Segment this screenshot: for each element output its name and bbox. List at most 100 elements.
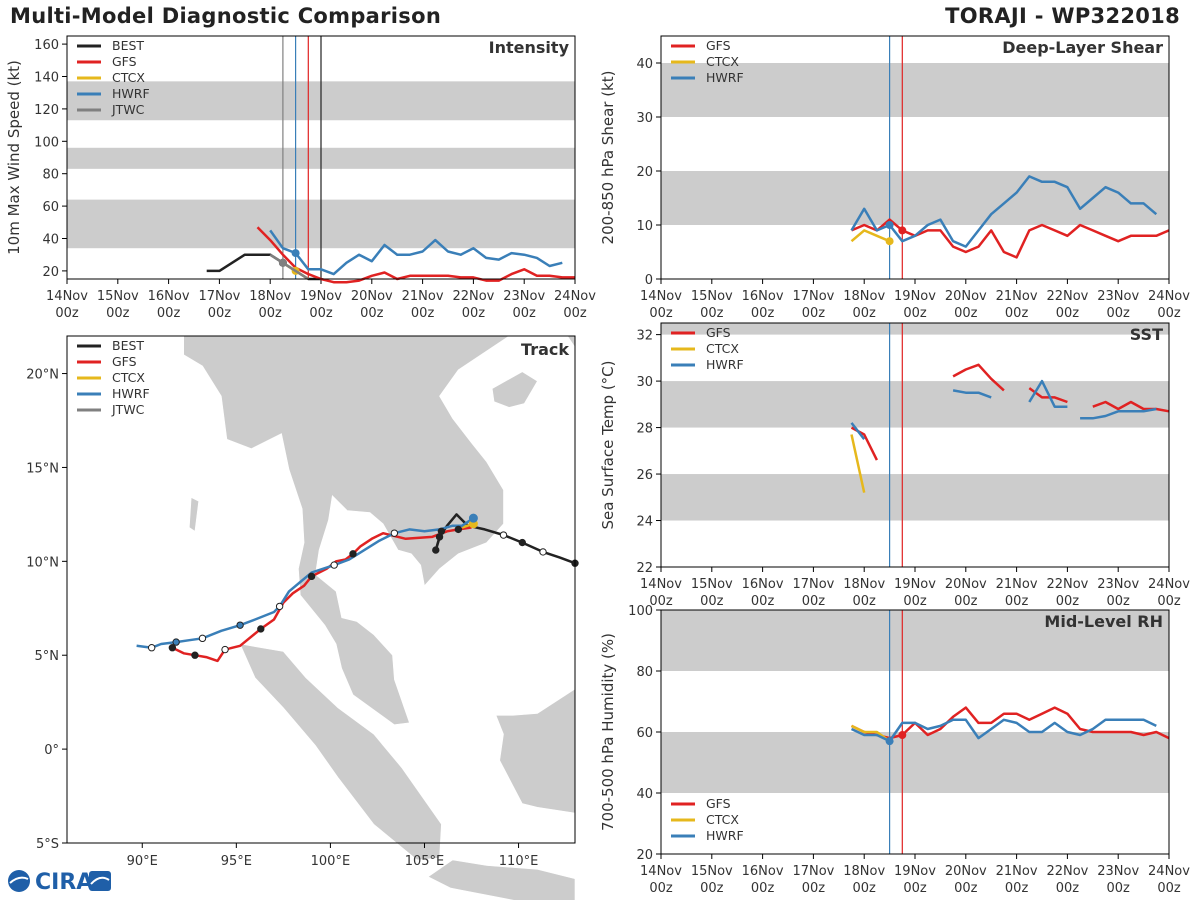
- shear-xtick-hour: 00z: [1107, 306, 1131, 321]
- intensity-xtick-day: 16Nov: [148, 289, 190, 304]
- rh-xtick-day: 15Nov: [691, 864, 733, 879]
- intensity-legend-label: HWRF: [112, 86, 150, 101]
- rh-xtick-hour: 00z: [649, 881, 673, 896]
- sst-xtick-day: 19Nov: [894, 577, 936, 592]
- intensity-ylabel: 10m Max Wind Speed (kt): [5, 60, 23, 255]
- sst-series-hwrf: [1028, 379, 1068, 408]
- track-point-gfs: [454, 525, 463, 534]
- sst-xtick-day: 14Nov: [640, 577, 682, 592]
- track-legend-label: HWRF: [112, 386, 150, 401]
- sst-frame: [660, 322, 1170, 568]
- shear-xtick-hour: 00z: [1056, 306, 1080, 321]
- storm-title: TORAJI - WP322018: [945, 4, 1180, 28]
- sst-legend-label: HWRF: [706, 357, 744, 372]
- shear-xtick-day: 18Nov: [843, 289, 885, 304]
- rh-xtick-hour: 00z: [700, 881, 724, 896]
- intensity-xtick-day: 22Nov: [452, 289, 494, 304]
- sst-xtick-hour: 00z: [1005, 594, 1029, 609]
- rh-band: [661, 610, 1169, 671]
- shear-marker-ctcx: [885, 237, 894, 246]
- track-point-gfs: [257, 625, 265, 633]
- shear-ytick-label: 0: [645, 273, 653, 288]
- track-point-best: [539, 548, 547, 556]
- intensity-xtick-day: 15Nov: [97, 289, 139, 304]
- intensity-xtick-hour: 00z: [208, 306, 232, 321]
- sst-band: [661, 381, 1169, 428]
- rh-xtick-day: 20Nov: [945, 864, 987, 879]
- intensity-ytick-label: 20: [42, 265, 59, 280]
- intensity-xtick-hour: 00z: [563, 306, 587, 321]
- track-legend-label: BEST: [112, 338, 144, 353]
- shear-xtick-day: 17Nov: [792, 289, 834, 304]
- shear-marker-gfs: [898, 226, 907, 235]
- intensity-ytick-label: 60: [42, 200, 59, 215]
- intensity-xtick-hour: 00z: [411, 306, 435, 321]
- intensity-series-jtwc: [269, 253, 309, 281]
- track-legend-label: GFS: [112, 354, 137, 369]
- sst-xtick-day: 21Nov: [996, 577, 1038, 592]
- rh-xtick-day: 23Nov: [1097, 864, 1139, 879]
- track-ytick-label: 0°: [44, 743, 59, 758]
- rh-ytick-label: 20: [636, 848, 653, 863]
- track-xtick-label: 110°E: [499, 854, 539, 869]
- intensity-ytick-label: 120: [34, 103, 59, 118]
- sst-xtick-day: 22Nov: [1046, 577, 1088, 592]
- track-title: Track: [521, 340, 569, 359]
- intensity-xtick-day: 21Nov: [402, 289, 444, 304]
- sst-xtick-hour: 00z: [802, 594, 826, 609]
- track-point-hwrf: [275, 602, 284, 611]
- rh-xtick-day: 14Nov: [640, 864, 682, 879]
- rh-ytick-label: 80: [636, 665, 653, 680]
- sst-xtick-hour: 00z: [903, 594, 927, 609]
- rh-frame: [660, 609, 1170, 855]
- intensity-xtick-hour: 00z: [259, 306, 283, 321]
- track-point-hwrf: [172, 638, 180, 646]
- rh-xtick-day: 19Nov: [894, 864, 936, 879]
- sst-xtick-day: 17Nov: [792, 577, 834, 592]
- rh-band: [661, 732, 1169, 793]
- rh-ytick-label: 40: [636, 787, 653, 802]
- shear-series-ctcx: [850, 229, 891, 243]
- track-ytick-label: 10°N: [26, 555, 59, 570]
- track-point-gfs: [307, 572, 316, 581]
- shear-ytick-label: 20: [636, 165, 653, 180]
- track-ytick-label: 5°S: [36, 837, 59, 852]
- sst-band: [661, 474, 1169, 521]
- shear-ylabel: 200-850 hPa Shear (kt): [599, 71, 617, 245]
- shear-ytick-label: 30: [636, 111, 653, 126]
- intensity-legend-label: CTCX: [112, 70, 145, 85]
- shear-marker-hwrf: [885, 221, 894, 229]
- intensity-ytick-label: 160: [34, 38, 59, 53]
- shear-xtick-day: 16Nov: [742, 289, 784, 304]
- sst-ylabel: Sea Surface Temp (°C): [599, 360, 617, 529]
- sst-ytick-label: 28: [636, 422, 653, 437]
- sst-xtick-hour: 00z: [1107, 594, 1131, 609]
- shear-xtick-hour: 00z: [853, 306, 877, 321]
- intensity-xtick-hour: 00z: [55, 306, 79, 321]
- shear-xtick-day: 20Nov: [945, 289, 987, 304]
- rh-xtick-day: 16Nov: [742, 864, 784, 879]
- sst-xtick-day: 18Nov: [843, 577, 885, 592]
- shear-xtick-day: 14Nov: [640, 289, 682, 304]
- sst-legend-label: CTCX: [706, 341, 739, 356]
- track-point-gfs: [168, 644, 177, 652]
- sst-xtick-day: 16Nov: [742, 577, 784, 592]
- track-point-hwrf: [330, 561, 338, 569]
- track-point-gfs: [191, 651, 199, 659]
- shear-series-hwrf: [850, 175, 1158, 248]
- sst-xtick-hour: 00z: [1157, 594, 1181, 609]
- rh-title: Mid-Level RH: [1044, 612, 1163, 631]
- intensity-title: Intensity: [489, 38, 570, 57]
- rh-xtick-day: 17Nov: [792, 864, 834, 879]
- logo-text: CIRA: [35, 870, 93, 895]
- sst-xtick-day: 23Nov: [1097, 577, 1139, 592]
- intensity-xtick-hour: 00z: [513, 306, 537, 321]
- main-title: Multi-Model Diagnostic Comparison: [10, 4, 442, 28]
- track-point-best: [432, 546, 440, 554]
- intensity-ytick-label: 100: [34, 135, 59, 150]
- rh-ytick-label: 100: [628, 604, 653, 619]
- shear-band: [661, 171, 1169, 225]
- shear-ytick-label: 10: [636, 219, 653, 234]
- rh-xtick-hour: 00z: [802, 881, 826, 896]
- intensity-xtick-day: 20Nov: [351, 289, 393, 304]
